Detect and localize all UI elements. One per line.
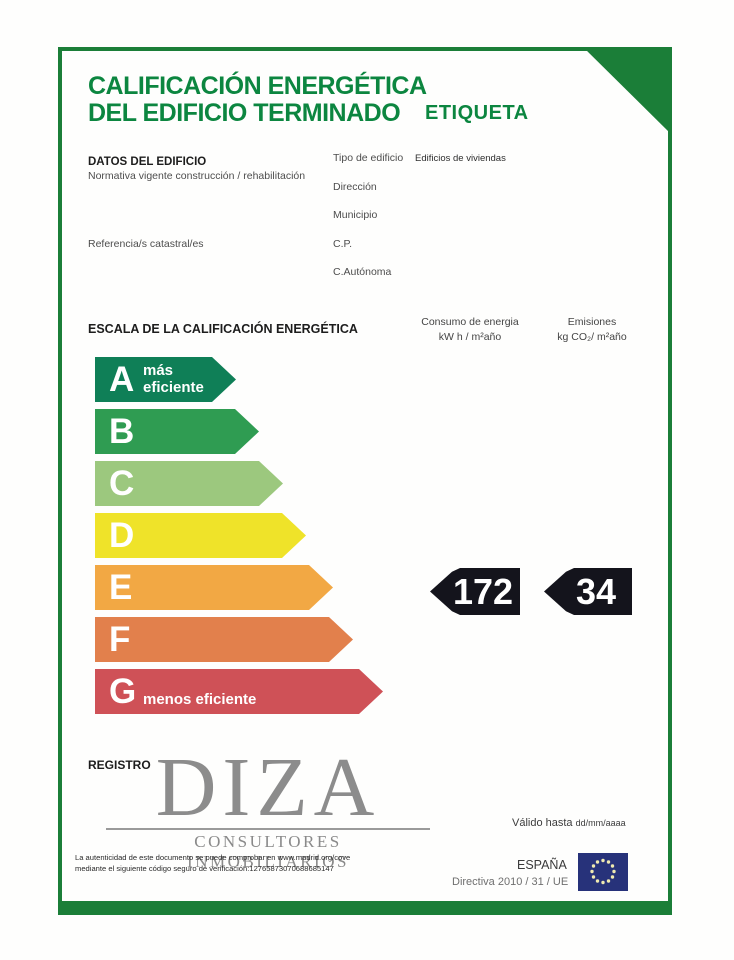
- band-letter: D: [109, 515, 135, 555]
- rating-band-e: E: [95, 565, 333, 610]
- directive-label: Directiva 2010 / 31 / UE: [452, 876, 569, 888]
- verification-line1: La autenticidad de este documento se pue…: [75, 853, 351, 862]
- field-label: C.P.: [333, 237, 353, 250]
- field-value: Edificios de viviendas: [415, 153, 506, 164]
- consumption-header-line1: Consumo de energia: [421, 316, 519, 328]
- etiqueta-label: ETIQUETA: [425, 102, 529, 124]
- band-letter: C: [109, 463, 135, 503]
- emissions-header-line2: kg CO₂/ m²año: [557, 331, 627, 343]
- registro-label: REGISTRO: [88, 758, 151, 772]
- normativa-label: Normativa vigente construcción / rehabil…: [88, 170, 306, 182]
- diza-logo-subtitle: CONSULTORES INMOBILIARIOS: [187, 832, 349, 871]
- diza-logo: DIZA CONSULTORES INMOBILIARIOS: [106, 741, 430, 872]
- field-label: Dirección: [333, 180, 377, 193]
- valid-until-value: dd/mm/aaaa: [575, 818, 626, 828]
- rating-band-b: B: [95, 409, 259, 454]
- country-label: ESPAÑA: [517, 858, 567, 872]
- field-label: Municipio: [333, 209, 378, 221]
- field-label: C.Autónoma: [333, 266, 392, 278]
- band-note: menos eficiente: [143, 691, 257, 708]
- consumption-column-header: Consumo de energia kW h / m²año: [408, 315, 532, 345]
- field-label: Tipo de edificio: [333, 152, 404, 164]
- scale-heading: ESCALA DE LA CALIFICACIÓN ENERGÉTICA: [88, 322, 358, 336]
- rating-band-f: F: [95, 617, 353, 662]
- verification-line2: mediante el siguiente código seguro de v…: [75, 864, 334, 873]
- band-letter: B: [109, 411, 135, 451]
- logo-divider: [106, 828, 430, 830]
- rating-band-d: D: [95, 513, 306, 558]
- diza-logo-name: DIZA: [155, 741, 381, 834]
- building-field-row: Municipio: [333, 209, 506, 238]
- building-field-row: Tipo de edificio Edificios de viviendas: [333, 152, 506, 181]
- band-letter: G: [109, 671, 137, 711]
- eu-flag-stars: [590, 858, 616, 885]
- band-letter: E: [109, 567, 133, 607]
- building-fields: Tipo de edificio Edificios de viviendas Di…: [333, 152, 506, 295]
- verification-text: La autenticidad de este documento se pue…: [75, 852, 350, 874]
- referencia-catastral-label: Referencia/s catastral/es: [88, 238, 204, 250]
- green-border-frame: [58, 47, 672, 915]
- corner-triangle-decoration: [583, 47, 672, 135]
- page-subtitle: DEL EDIFICIO TERMINADO: [88, 99, 401, 127]
- emissions-header-line1: Emisiones: [567, 316, 617, 328]
- eu-flag-icon: [578, 853, 628, 891]
- building-field-row: C.P.: [333, 238, 506, 267]
- valid-until: Válido hasta dd/mm/aaaa: [512, 817, 626, 829]
- emissions-column-header: Emisiones kg CO₂/ m²año: [534, 315, 650, 345]
- building-field-row: Dirección: [333, 181, 506, 210]
- rating-band-c: C: [95, 461, 283, 506]
- building-data-heading: DATOS DEL EDIFICIO: [88, 156, 207, 168]
- consumption-header-line2: kW h / m²año: [438, 331, 502, 343]
- band-letter: A: [109, 359, 135, 399]
- building-field-row: C.Autónoma: [333, 266, 506, 295]
- consumption-value-marker: 172: [430, 568, 520, 615]
- band-note: más eficiente: [143, 362, 204, 396]
- valid-until-label: Válido hasta: [512, 817, 573, 829]
- band-letter: F: [109, 619, 131, 659]
- page-title: CALIFICACIÓN ENERGÉTICA: [88, 72, 427, 100]
